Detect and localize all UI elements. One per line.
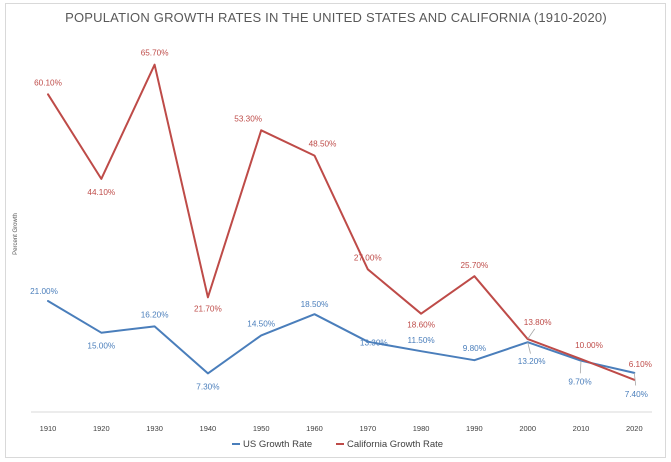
x-tick-label-1960: 1960 [306, 424, 323, 433]
x-tick-label-1920: 1920 [93, 424, 110, 433]
chart-area: POPULATION GROWTH RATES IN THE UNITED ST… [5, 3, 666, 458]
y-axis-label: Percent Growth [13, 213, 19, 255]
data-label-us-1950: 14.50% [247, 319, 275, 328]
data-label-us-1960: 18.50% [301, 300, 329, 309]
data-labels-layer: 21.00% 15.00% 16.20% 7.30% 14.50% 18.50% 13.30… [30, 49, 652, 399]
legend-label-1: California Growth Rate [347, 439, 443, 450]
data-label-us-1940: 7.30% [196, 382, 219, 391]
x-tick-label-1980: 1980 [413, 424, 430, 433]
legend: US Growth Rate California Growth Rate [232, 439, 443, 450]
x-tick-labels: 1910 1920 1930 1940 1950 1960 1970 1980 1990 2000… [40, 424, 643, 433]
data-label-ca-1930: 65.70% [141, 49, 169, 58]
data-label-leader [527, 328, 536, 340]
data-label-ca-2000: 13.80% [524, 318, 552, 327]
data-label-ca-1960: 48.50% [309, 140, 337, 149]
x-tick-label-2020: 2020 [626, 424, 643, 433]
data-label-ca-1940: 21.70% [194, 304, 222, 313]
x-tick-label-2010: 2010 [573, 424, 590, 433]
data-label-us-1920: 15.00% [87, 342, 115, 351]
data-label-us-1990: 9.80% [463, 344, 486, 353]
chart-title: POPULATION GROWTH RATES IN THE UNITED ST… [65, 10, 607, 25]
x-tick-label-1950: 1950 [253, 424, 270, 433]
data-label-us-1910: 21.00% [30, 287, 58, 296]
legend-label-0: US Growth Rate [243, 439, 312, 450]
data-label-us-1930: 16.20% [141, 310, 169, 319]
data-label-us-2000: 13.20% [518, 357, 546, 366]
data-label-ca-1970: 27.00% [354, 253, 382, 262]
x-tick-label-1940: 1940 [200, 424, 217, 433]
x-tick-label-2000: 2000 [519, 424, 536, 433]
data-label-ca-1910: 60.10% [34, 78, 62, 87]
series-line-0 [47, 300, 636, 375]
data-label-ca-2010: 10.00% [575, 341, 603, 350]
data-label-us-2020: 7.40% [625, 390, 648, 399]
data-label-us-1980: 11.50% [408, 336, 435, 345]
data-label-us-2010: 9.70% [568, 378, 591, 387]
data-label-leader [579, 360, 582, 374]
line-chart: POPULATION GROWTH RATES IN THE UNITED ST… [13, 10, 652, 450]
series-layer [47, 63, 636, 381]
x-tick-label-1990: 1990 [466, 424, 483, 433]
data-label-us-1970: 13.30% [360, 339, 388, 348]
x-tick-label-1910: 1910 [40, 424, 57, 433]
data-label-leader [527, 342, 531, 354]
series-line-1 [47, 63, 636, 381]
data-label-ca-1980: 18.60% [407, 321, 435, 330]
data-label-ca-1990: 25.70% [461, 261, 489, 270]
data-label-ca-1920: 44.10% [87, 188, 115, 197]
x-tick-label-1970: 1970 [359, 424, 376, 433]
data-label-ca-2020: 6.10% [629, 360, 652, 369]
data-label-leader [633, 372, 637, 386]
x-tick-label-1930: 1930 [146, 424, 163, 433]
data-label-ca-1950: 53.30% [234, 114, 262, 123]
